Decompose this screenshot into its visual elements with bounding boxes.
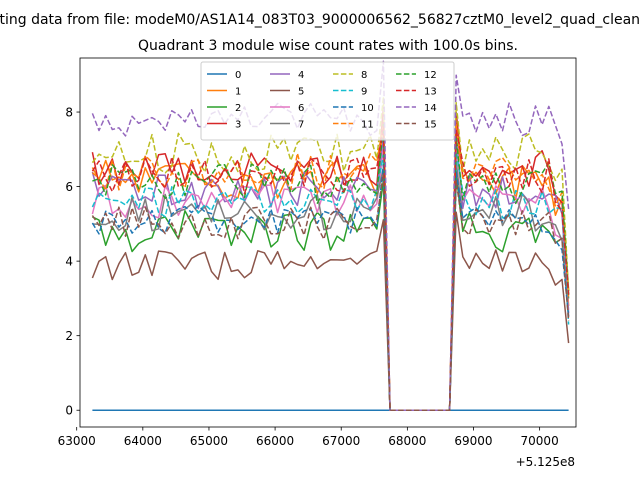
axes-frame	[79, 57, 577, 428]
legend-label-6: 6	[298, 103, 304, 114]
legend-box	[200, 61, 455, 141]
y-tick-label: 0	[65, 404, 73, 418]
axes: 63000 64000 65000 66000 67000 68000 69000 70000…	[58, 57, 577, 448]
x-tick-label: 70000	[521, 434, 559, 448]
legend-label-5: 5	[298, 87, 304, 98]
x-tick-label: 63000	[58, 434, 96, 448]
plot-area	[91, 60, 570, 411]
y-tick-label: 4	[65, 255, 73, 269]
legend-label-13: 13	[424, 87, 437, 98]
legend-label-7: 7	[298, 120, 304, 131]
legend-label-2: 2	[235, 103, 241, 114]
y-tick-label: 2	[65, 329, 73, 343]
legend-label-9: 9	[361, 87, 367, 98]
legend-label-14: 14	[424, 103, 437, 114]
y-tick-label: 6	[65, 180, 73, 194]
x-tick-label: 68000	[388, 434, 426, 448]
series-line-8	[91, 97, 570, 411]
x-tick-label: 65000	[190, 434, 228, 448]
series-line-10	[91, 164, 570, 411]
chart-title: Quadrant 3 module wise count rates with …	[138, 38, 518, 54]
series-line-15	[91, 172, 570, 411]
legend-label-11: 11	[361, 120, 374, 131]
y-tick-label: 8	[65, 106, 73, 120]
x-offset-label: +5.125e8	[516, 455, 575, 469]
chart-suptitle: Plotting data from file: modeM0/AS1A14_0…	[0, 12, 640, 28]
series-line-2	[92, 172, 570, 411]
series-line-11	[91, 123, 570, 411]
legend-label-12: 12	[424, 70, 437, 81]
legend-label-15: 15	[424, 120, 437, 131]
legend-label-0: 0	[235, 70, 241, 81]
series-line-13	[91, 125, 570, 411]
x-tick-label: 67000	[322, 434, 360, 448]
series-line-5	[91, 211, 570, 411]
legend-label-4: 4	[298, 70, 304, 81]
series-line-12	[92, 123, 570, 411]
legend-label-3: 3	[235, 120, 241, 131]
x-tick-label: 64000	[124, 434, 162, 448]
series-line-9	[91, 151, 570, 411]
x-tick-label: 66000	[256, 434, 294, 448]
x-tick-label: 69000	[454, 434, 492, 448]
legend-label-8: 8	[361, 70, 367, 81]
legend-label-1: 1	[235, 87, 241, 98]
legend-label-10: 10	[361, 103, 374, 114]
